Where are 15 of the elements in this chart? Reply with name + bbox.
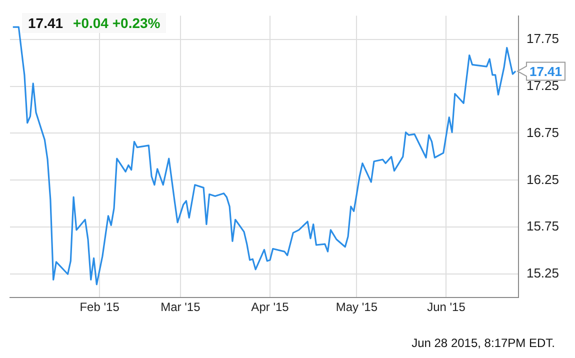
chart-title: 17.41 — [28, 15, 64, 31]
chart-subtitle: +0.04 +0.23% — [73, 15, 160, 31]
y-tick-label: 17.25 — [526, 78, 560, 93]
x-tick-label: Feb '15 — [80, 300, 120, 314]
text: Jun 28 2015, 8:17PM EDT. — [412, 336, 555, 350]
y-tick-label: 17.75 — [526, 30, 560, 46]
y-tick-label: 15.75 — [526, 218, 560, 234]
annotation: 17.41 — [529, 64, 562, 79]
y-tick-label: 15.25 — [526, 266, 560, 281]
x-tick-label: Mar '15 — [160, 300, 201, 314]
x-tick-label: Apr '15 — [251, 300, 290, 314]
y-tick-label: 16.75 — [526, 124, 560, 140]
x-tick-label: Jun '15 — [427, 300, 466, 314]
y-tick-label: 16.25 — [526, 172, 560, 187]
x-tick-label: May '15 — [336, 300, 378, 314]
